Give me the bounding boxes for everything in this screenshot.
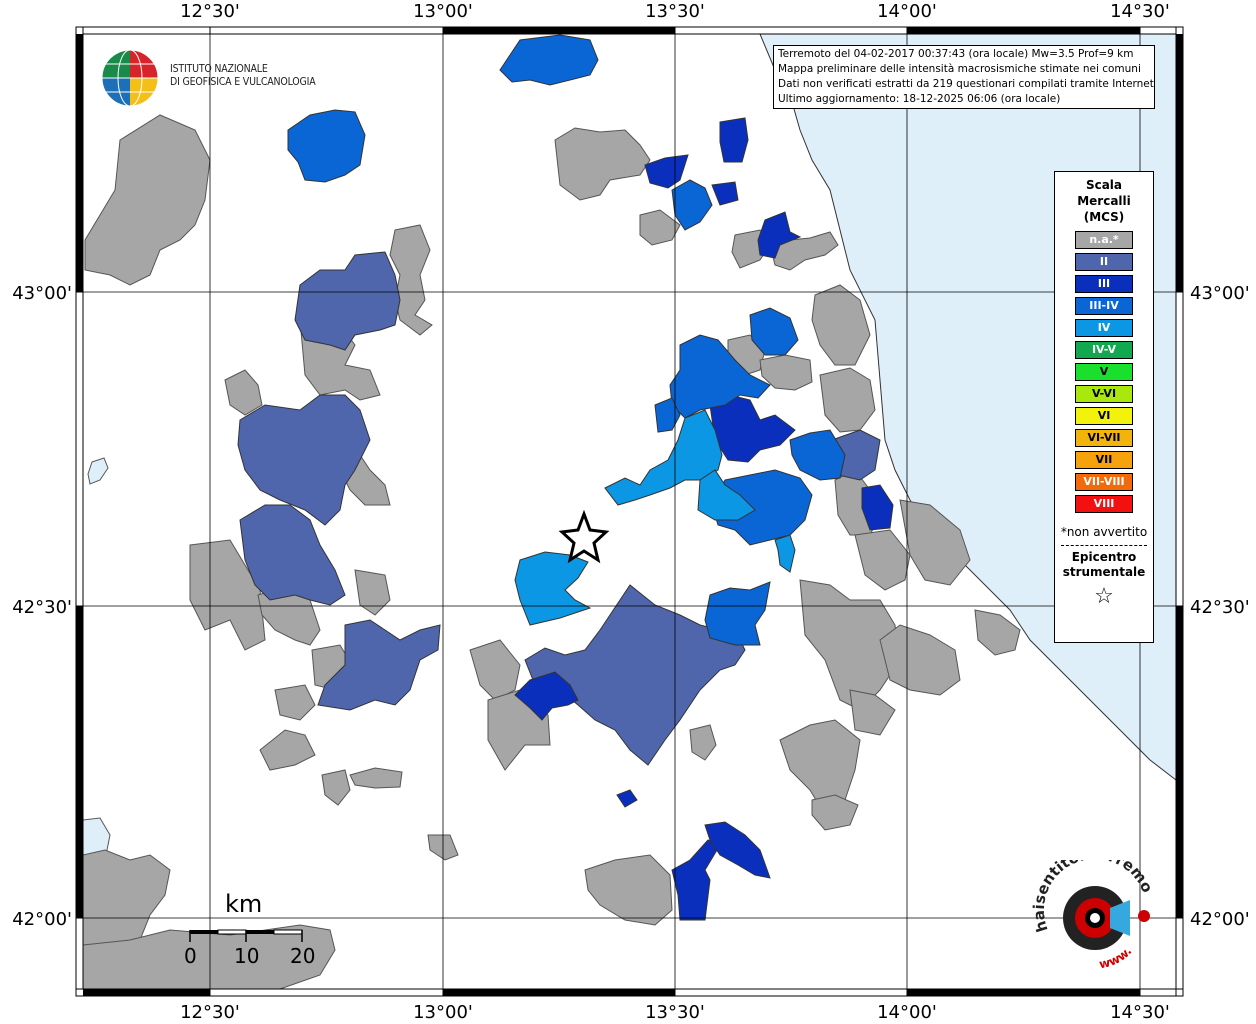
- lon-label-bottom: 14°00': [877, 1002, 937, 1023]
- ingv-logo: ISTITUTO NAZIONALE DI GEOFISICA E VULCAN…: [100, 48, 320, 110]
- legend-item: III-IV: [1075, 297, 1133, 315]
- lat-label-left: 42°30': [12, 597, 72, 618]
- legend-item: n.a.*: [1075, 231, 1133, 249]
- legend-item: IV: [1075, 319, 1133, 337]
- intensity-iv-municipalities: [514, 409, 796, 626]
- legend-item: II: [1075, 253, 1133, 271]
- legend-epicenter-line: strumentale: [1062, 565, 1146, 579]
- legend-item: IV-V: [1075, 341, 1133, 359]
- hsit-logo: haisentitoilterremoto.it www.: [1025, 845, 1160, 971]
- legend-title-line: Mercalli: [1077, 194, 1131, 208]
- graticule: [83, 34, 1176, 989]
- intensity-iii-municipalities: [514, 117, 894, 921]
- latitude-labels-left: 43°00' 42°30' 42°00': [12, 283, 72, 930]
- na-municipalities: [83, 114, 1021, 989]
- lon-label-top: 13°00': [413, 1, 473, 22]
- lon-label-bottom: 14°30': [1110, 1002, 1170, 1023]
- lon-label-top: 12°30': [180, 1, 240, 22]
- lake-small: [87, 457, 109, 485]
- intensity-ii-municipalities: [237, 251, 881, 766]
- legend-item: V-VI: [1075, 385, 1133, 403]
- lat-label-left: 42°00': [12, 909, 72, 930]
- legend-item: VI-VII: [1075, 429, 1133, 447]
- hsit-target-icon: haisentitoilterremoto.it www.: [1025, 845, 1157, 971]
- legend-item: VI: [1075, 407, 1133, 425]
- scale-label: 10: [234, 944, 260, 968]
- legend-note: *non avvertito: [1060, 525, 1148, 539]
- intensity-legend: Scala Mercalli (MCS) n.a.* II III III-IV IV I…: [1054, 171, 1154, 643]
- legend-item: V: [1075, 363, 1133, 381]
- lat-label-right: 42°30': [1190, 597, 1250, 618]
- legend-title-line: Scala: [1085, 178, 1123, 192]
- legend-item: VII: [1075, 451, 1133, 469]
- legend-separator: [1061, 545, 1147, 546]
- lat-label-right: 43°00': [1190, 283, 1250, 304]
- lon-label-top: 14°30': [1110, 1, 1170, 22]
- legend-title-line: (MCS): [1083, 210, 1125, 224]
- star-icon: ☆: [1094, 584, 1114, 609]
- lat-label-left: 43°00': [12, 283, 72, 304]
- event-info-box: Terremoto del 04-02-2017 00:37:43 (ora l…: [773, 45, 1155, 109]
- legend-items: n.a.* II III III-IV IV IV-V V V-VI VI VI-VII VII VI…: [1055, 231, 1153, 513]
- ingv-name-line1: ISTITUTO NAZIONALE: [170, 63, 268, 75]
- event-info-line: Ultimo aggiornamento: 18-12-2025 06:06 (…: [778, 93, 1061, 105]
- longitude-labels-bottom: 12°30' 13°00' 13°30' 14°00' 14°30': [180, 1002, 1170, 1023]
- ingv-globe-icon: [101, 49, 159, 107]
- legend-epicenter-label: Epicentro strumentale: [1055, 550, 1153, 580]
- scale-label: 20: [290, 944, 316, 968]
- ingv-name-line2: DI GEOFISICA E VULCANOLOGIA: [170, 76, 316, 88]
- event-info-line: Terremoto del 04-02-2017 00:37:43 (ora l…: [778, 48, 1134, 60]
- scale-unit: km: [225, 890, 263, 918]
- lat-label-right: 42°00': [1190, 909, 1250, 930]
- lon-label-top: 13°30': [645, 1, 705, 22]
- legend-item: III: [1075, 275, 1133, 293]
- map-area: [83, 34, 1176, 989]
- longitude-labels-top: 12°30' 13°00' 13°30' 14°00' 14°30': [180, 1, 1170, 22]
- lon-label-bottom: 13°00': [413, 1002, 473, 1023]
- map-frame: [75, 26, 1184, 997]
- event-info-line: Mappa preliminare delle intensità macros…: [778, 63, 1141, 75]
- lon-label-top: 14°00': [877, 1, 937, 22]
- legend-title: Scala Mercalli (MCS): [1055, 177, 1153, 225]
- scale-label: 0: [184, 944, 197, 968]
- legend-item: VIII: [1075, 495, 1133, 513]
- epicenter-star: [558, 509, 610, 564]
- lon-label-bottom: 13°30': [645, 1002, 705, 1023]
- scale-bar: km 0 10 20: [180, 890, 330, 970]
- event-info-line: Dati non verificati estratti da 219 ques…: [778, 78, 1155, 90]
- latitude-labels-right: 43°00' 42°30' 42°00': [1190, 283, 1250, 930]
- legend-item: VII-VIII: [1075, 473, 1133, 491]
- scale-bar-graphic: [189, 929, 303, 942]
- lon-label-bottom: 12°30': [180, 1002, 240, 1023]
- intensity-iiiiv-municipalities: [287, 34, 846, 646]
- legend-epicenter-line: Epicentro: [1071, 550, 1137, 564]
